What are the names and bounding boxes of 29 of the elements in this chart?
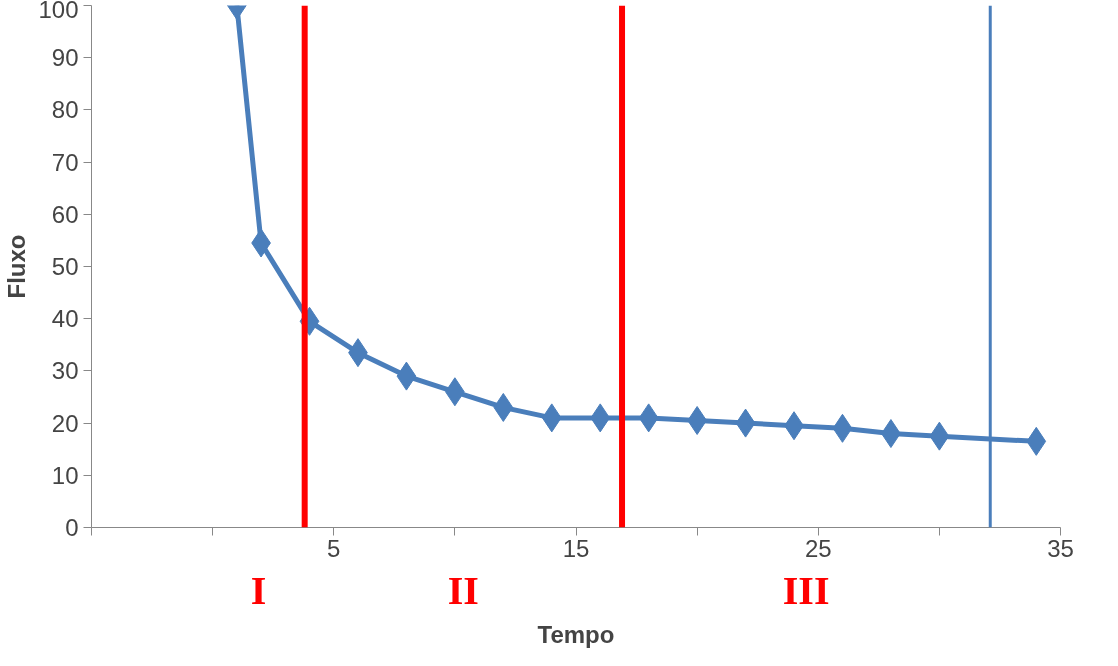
- point: [1026, 426, 1047, 456]
- point: [735, 408, 756, 438]
- text: II: [447, 567, 479, 613]
- x-tick-label: 35: [1047, 534, 1074, 562]
- y-tick-label: 40: [51, 305, 79, 333]
- y-tick-label: 50: [51, 253, 79, 280]
- point: [590, 403, 611, 433]
- y-tick-label: 70: [51, 148, 79, 176]
- y-tick-label: 100: [38, 0, 79, 23]
- point: [493, 392, 514, 422]
- y-tick-label: 0: [65, 514, 79, 541]
- point: [929, 421, 950, 451]
- x-axis-title: Tempo: [537, 620, 615, 648]
- text: I: [250, 567, 267, 613]
- y-tick-label: 90: [51, 44, 79, 72]
- y-tick-label: 80: [51, 96, 79, 124]
- point: [396, 361, 417, 391]
- y-tick-label: 20: [51, 409, 79, 437]
- y-tick-label: 10: [51, 461, 79, 489]
- y-tick-label: 30: [51, 357, 79, 385]
- point: [541, 403, 562, 433]
- text: III: [782, 567, 830, 613]
- point: [638, 403, 659, 433]
- x-tick-label: 25: [804, 534, 832, 562]
- y-axis-title: Fluxo: [3, 234, 31, 299]
- x-tick-label: 5: [327, 534, 341, 562]
- point: [832, 413, 853, 443]
- y-tick-label: 60: [51, 200, 79, 228]
- x-tick-label: 15: [562, 534, 590, 562]
